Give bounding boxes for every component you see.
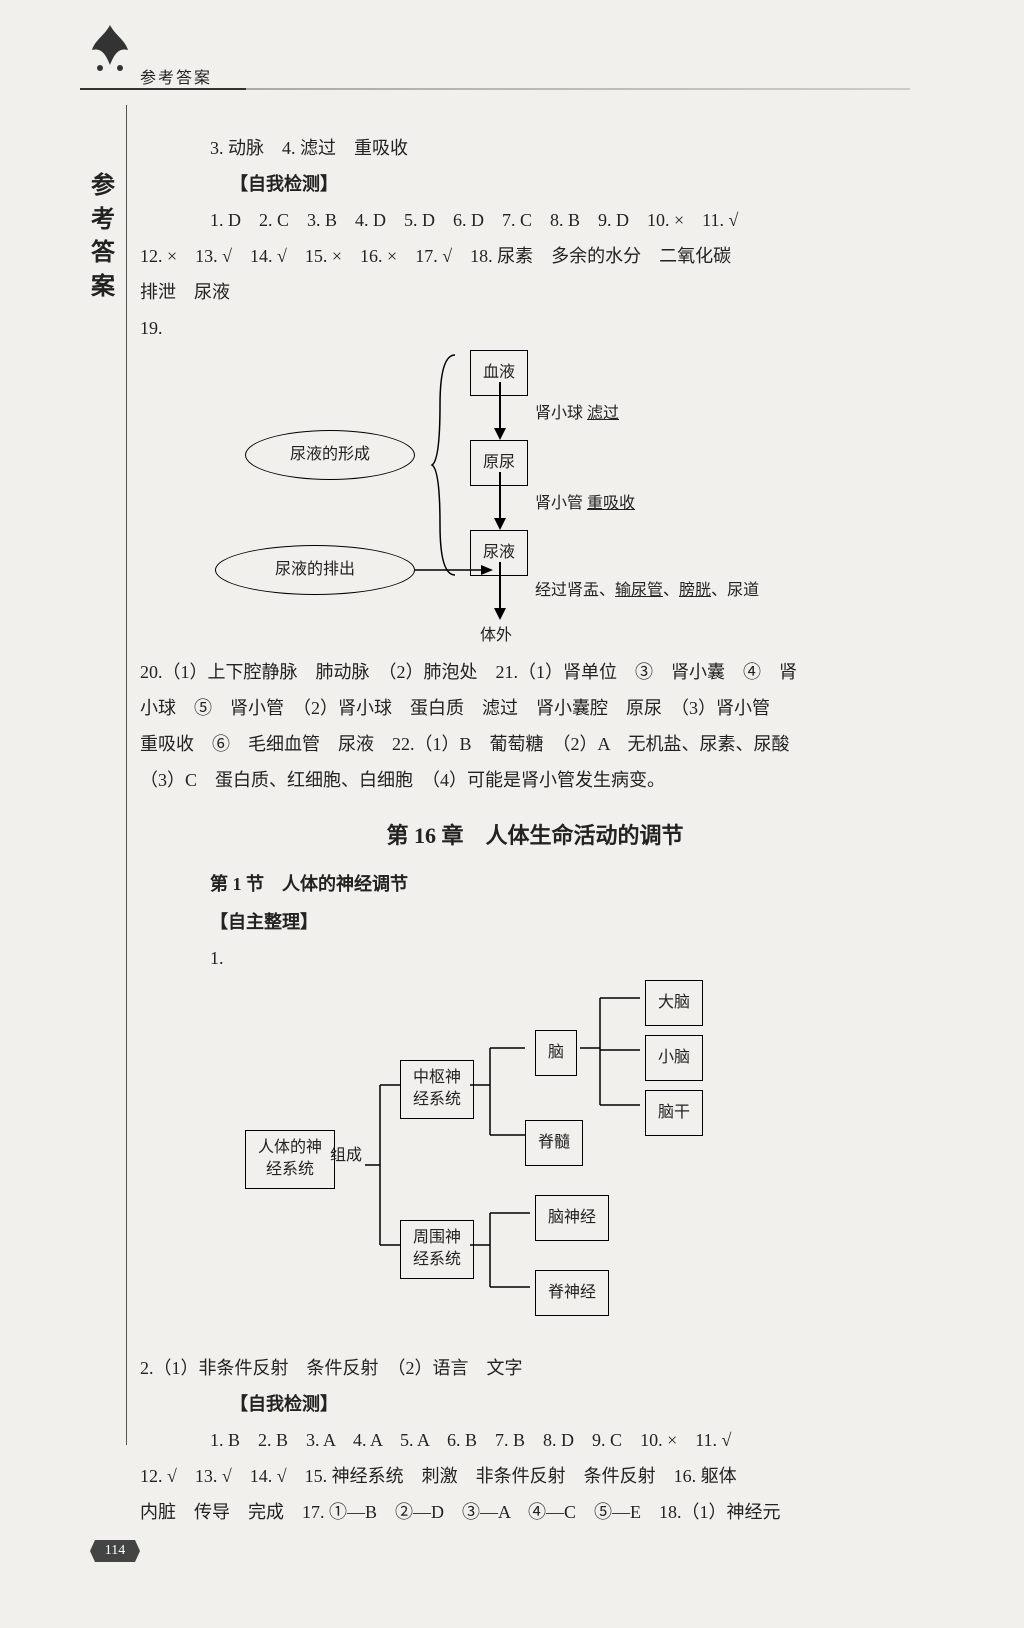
ellipse-formation-label: 尿液的形成 [290,439,370,471]
self-test-heading-2: 【自我检测】 [140,1386,930,1422]
box-cns-label: 中枢神 经系统 [413,1069,461,1108]
bracket-cns [470,1040,530,1140]
label-glomerulus-text: 肾小球 [535,405,587,422]
box-spinal-nerve: 脊神经 [535,1270,609,1316]
label-path-u2: 膀胱 [679,582,711,599]
arrow-down-1 [490,382,510,440]
q2-line1: 2.（1）非条件反射 条件反射 （2）语言 文字 [140,1350,930,1386]
label-glomerulus-underline: 滤过 [587,405,619,422]
box-primary-label: 原尿 [483,454,515,471]
box-cranial-nerve: 脑神经 [535,1195,609,1241]
mc2-line3: 内脏 传导 完成 17. ①—B ②—D ③—A ④—C ⑤—E 18.（1）神… [140,1494,930,1530]
label-path-u1: 输尿管 [615,582,663,599]
section-1-title: 第 1 节 人体的神经调节 [140,866,930,902]
box-brain-label: 脑 [548,1044,564,1061]
q20-22-line4: （3）C 蛋白质、红细胞、白细胞 （4）可能是肾小管发生病变。 [140,762,930,798]
box-root-label: 人体的神 经系统 [258,1139,322,1178]
mc2-line2: 12. √ 13. √ 14. √ 15. 神经系统 刺激 非条件反射 条件反射… [140,1458,930,1494]
box-spinal-nerve-label: 脊神经 [548,1284,596,1301]
mc-answers-line1: 1. D 2. C 3. B 4. D 5. D 6. D 7. C 8. B … [140,202,930,238]
arrow-down-2 [490,472,510,530]
arrow-down-3 [490,562,510,620]
chapter-16-title: 第 16 章 人体生命活动的调节 [140,814,930,858]
q1-label: 1. [140,940,930,976]
box-cerebrum-label: 大脑 [658,994,690,1011]
mc-answers-line2a: 12. × 13. √ 14. √ 15. × 16. × 17. √ 18. … [140,238,930,274]
box-urine-label: 尿液 [483,544,515,561]
brace-icon [430,350,460,580]
ellipse-formation: 尿液的形成 [245,430,415,480]
box-pns: 周围神 经系统 [400,1220,474,1279]
sidebar-char4: 案 [91,274,115,300]
q20-22-line1: 20.（1）上下腔静脉 肺动脉 （2）肺泡处 21.（1）肾单位 ③ 肾小囊 ④… [140,654,930,690]
box-blood-label: 血液 [483,364,515,381]
q20-22-line2: 小球 ⑤ 肾小管 （2）肾小球 蛋白质 滤过 肾小囊腔 原尿 （3）肾小管 [140,690,930,726]
box-cerebrum: 大脑 [645,980,703,1026]
box-spinal-label: 脊髓 [538,1134,570,1151]
bracket-root [365,1075,405,1255]
label-tubule: 肾小管 重吸收 [535,488,635,520]
sidebar-label: 参 考 答 案 [88,170,118,304]
label-body-out: 体外 [480,620,512,652]
label-pathway: 经过肾盂、输尿管、膀胱、尿道 [535,575,759,607]
box-cerebellum-label: 小脑 [658,1049,690,1066]
q19-label: 19. [140,310,930,346]
ellipse-excretion-label: 尿液的排出 [275,554,355,586]
label-path-pre: 经过肾盂、 [535,582,615,599]
box-cns: 中枢神 经系统 [400,1060,474,1119]
box-brain: 脑 [535,1030,577,1076]
sidebar-char1: 参 [91,173,115,199]
label-path-post: 、尿道 [711,582,759,599]
label-tubule-underline: 重吸收 [587,495,635,512]
box-pns-label: 周围神 经系统 [413,1229,461,1268]
box-cerebellum: 小脑 [645,1035,703,1081]
box-spinal: 脊髓 [525,1120,583,1166]
bracket-pns [470,1205,535,1295]
label-glomerulus: 肾小球 滤过 [535,398,619,430]
self-study-heading: 【自主整理】 [140,904,930,940]
q20-22-line3: 重吸收 ⑥ 毛细血管 尿液 22.（1）B 葡萄糖 （2）A 无机盐、尿素、尿酸 [140,726,930,762]
sidebar-char3: 答 [91,240,115,266]
vertical-divider [126,105,127,1445]
mc2-line1: 1. B 2. B 3. A 4. A 5. A 6. B 7. B 8. D … [140,1422,930,1458]
main-content: 3. 动脉 4. 滤过 重吸收 【自我检测】 1. D 2. C 3. B 4.… [140,130,930,1530]
box-cranial-label: 脑神经 [548,1209,596,1226]
sidebar-char2: 考 [91,207,115,233]
label-composition: 组成 [330,1140,362,1172]
label-tubule-text: 肾小管 [535,495,587,512]
mc-answers-line2b: 排泄 尿液 [140,274,930,310]
page-container: 参考答案 参 考 答 案 3. 动脉 4. 滤过 重吸收 【自我检测】 1. D… [0,0,1024,1628]
ellipse-excretion: 尿液的排出 [215,545,415,595]
box-brainstem-label: 脑干 [658,1104,690,1121]
bracket-brain [580,990,645,1110]
box-brainstem: 脑干 [645,1090,703,1136]
arrow-right-excretion [415,560,493,580]
page-number-badge: 114 [90,1540,140,1562]
box-root: 人体的神 经系统 [245,1130,335,1189]
self-test-heading-1: 【自我检测】 [140,166,930,202]
header-rule [80,88,910,90]
header-title: 参考答案 [140,64,212,88]
page-number-text: 114 [105,1543,125,1559]
urine-formation-diagram: 尿液的形成 尿液的排出 血液 原尿 尿液 [140,350,930,650]
header-ornament-icon [80,20,140,80]
answer-line-3-4: 3. 动脉 4. 滤过 重吸收 [140,130,930,166]
label-path-mid: 、 [663,582,679,599]
nervous-system-diagram: 人体的神 经系统 组成 中枢神 经系统 周围神 经系统 脑 脊髓 大脑 小脑 脑… [140,980,930,1340]
